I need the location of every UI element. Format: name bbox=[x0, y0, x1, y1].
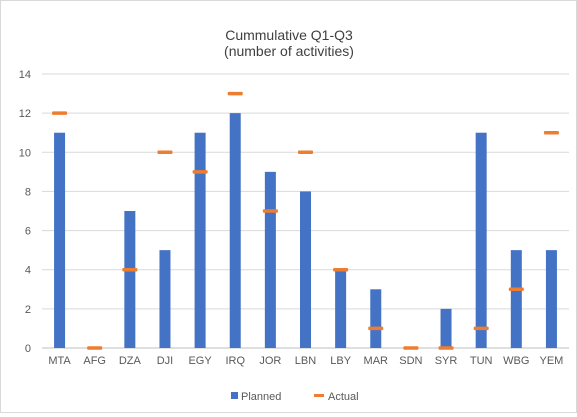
bar-planned-yem bbox=[545, 250, 557, 348]
x-tick-label: JOR bbox=[259, 355, 281, 367]
x-tick-label: IRQ bbox=[225, 355, 245, 367]
legend-swatch-planned bbox=[231, 392, 238, 399]
x-tick-label: DZA bbox=[119, 355, 142, 367]
marker-actual-sdn bbox=[403, 346, 419, 350]
y-tick-label: 10 bbox=[19, 147, 31, 159]
x-tick-label: LBN bbox=[295, 355, 316, 367]
marker-actual-mta bbox=[52, 111, 68, 115]
bar-planned-tun bbox=[475, 132, 487, 348]
bar-planned-mar bbox=[370, 289, 382, 348]
chart-title: Cummulative Q1-Q3 bbox=[225, 27, 353, 43]
x-tick-label: SDN bbox=[399, 355, 422, 367]
bar-planned-syr bbox=[440, 308, 452, 348]
marker-actual-afg bbox=[87, 346, 103, 350]
marker-actual-mar bbox=[368, 326, 384, 331]
x-tick-label: LBY bbox=[330, 355, 351, 367]
legend: Planned Actual bbox=[231, 391, 359, 403]
legend-label-actual: Actual bbox=[328, 391, 359, 403]
actual-markers bbox=[52, 91, 559, 350]
marker-actual-jor bbox=[262, 209, 278, 213]
marker-actual-egy bbox=[192, 170, 208, 174]
y-tick-label: 0 bbox=[25, 343, 31, 355]
marker-actual-yem bbox=[543, 130, 559, 135]
marker-actual-wbg bbox=[508, 287, 524, 292]
x-tick-label: TUN bbox=[470, 355, 493, 367]
bar-planned-dji bbox=[159, 250, 171, 348]
bar-planned-irq bbox=[229, 113, 241, 349]
y-axis-ticks: 0 2 4 6 8 10 12 14 bbox=[19, 69, 31, 355]
chart-subtitle: (number of activities) bbox=[224, 43, 354, 59]
x-tick-label: WBG bbox=[503, 355, 529, 367]
marker-actual-irq bbox=[227, 91, 243, 96]
y-tick-label: 8 bbox=[25, 186, 31, 198]
x-tick-label: EGY bbox=[188, 355, 212, 367]
x-tick-label: AFG bbox=[83, 355, 106, 367]
bar-planned-lby bbox=[335, 269, 347, 348]
marker-actual-dza bbox=[122, 267, 138, 272]
y-tick-label: 12 bbox=[19, 108, 31, 120]
marker-actual-syr bbox=[438, 346, 454, 350]
marker-actual-dji bbox=[157, 150, 173, 155]
x-tick-label: MAR bbox=[364, 355, 389, 367]
x-tick-label: SYR bbox=[435, 355, 458, 367]
planned-bars bbox=[54, 113, 557, 349]
y-tick-label: 2 bbox=[25, 304, 31, 316]
bar-planned-lbn bbox=[300, 191, 311, 348]
bar-planned-wbg bbox=[510, 250, 522, 348]
bar-planned-dza bbox=[124, 211, 136, 348]
marker-actual-lbn bbox=[298, 150, 313, 155]
x-axis-ticks: MTA AFG DZA DJI EGY IRQ JOR LBN LBY MAR SDN SYR TUN W… bbox=[48, 355, 563, 367]
bar-planned-jor bbox=[264, 171, 276, 348]
x-tick-label: MTA bbox=[48, 355, 71, 367]
bar-planned-mta bbox=[54, 132, 66, 348]
x-tick-label: YEM bbox=[540, 355, 564, 367]
bar-planned-egy bbox=[194, 132, 206, 348]
y-tick-label: 6 bbox=[25, 226, 31, 238]
x-tick-label: DJI bbox=[157, 355, 174, 367]
marker-actual-tun bbox=[473, 326, 489, 331]
legend-label-planned: Planned bbox=[241, 391, 281, 403]
y-tick-label: 4 bbox=[25, 265, 31, 277]
marker-actual-lby bbox=[333, 267, 349, 272]
legend-swatch-actual bbox=[314, 394, 324, 397]
y-tick-label: 14 bbox=[19, 69, 31, 81]
